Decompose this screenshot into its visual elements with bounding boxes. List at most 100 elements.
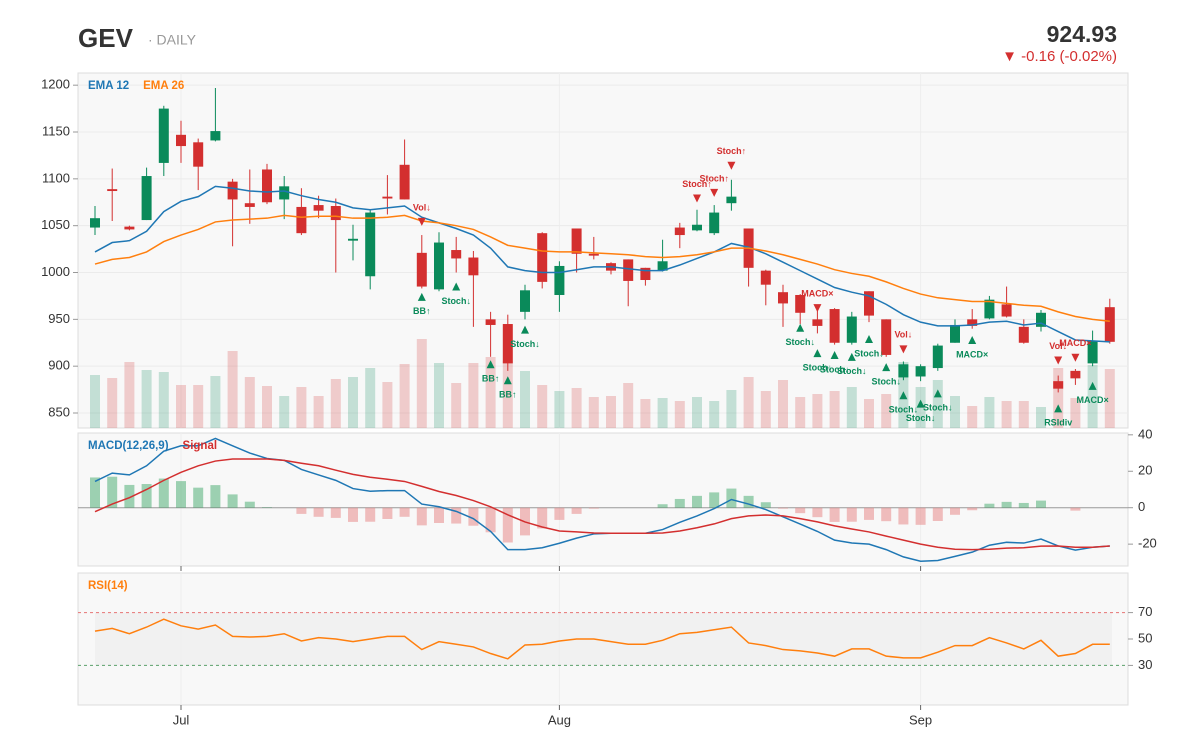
candle-body: [1018, 326, 1029, 343]
candle-body: [279, 186, 290, 200]
signal-label: Stoch↓: [837, 366, 867, 376]
histogram-bar: [330, 507, 341, 518]
volume-bar: [674, 401, 685, 428]
signal-marker: [1054, 404, 1063, 413]
candle-body: [864, 291, 874, 316]
volume-bar: [537, 385, 548, 428]
y-tick-label: 1000: [41, 264, 70, 279]
histogram-bar: [588, 507, 599, 509]
legend-entry: Signal: [183, 440, 218, 452]
signal-label: BB↑: [499, 390, 517, 400]
volume-bar: [1070, 398, 1081, 428]
volume-bar: [640, 399, 651, 428]
candle-body: [967, 319, 978, 326]
volume-bar: [571, 388, 582, 428]
candle-body: [1104, 307, 1115, 342]
volume-bar: [244, 377, 255, 428]
signal-marker: [882, 363, 891, 372]
histogram-bar: [657, 504, 668, 508]
y-tick-label: 70: [1138, 604, 1152, 619]
candle-body: [451, 250, 462, 259]
signal-marker: [899, 345, 908, 354]
candle-body: [950, 324, 960, 343]
histogram-bar: [571, 507, 582, 514]
x-tick-label: Jul: [173, 712, 190, 727]
histogram-bar: [864, 507, 874, 520]
y-tick-label: 30: [1138, 657, 1152, 672]
histogram-bar: [1036, 500, 1046, 508]
volume-bar: [399, 364, 410, 428]
histogram-bar: [726, 488, 737, 508]
candle-body: [296, 206, 307, 234]
signal-label: Stoch↓: [510, 339, 540, 349]
volume-bar: [967, 406, 978, 428]
histogram-bar: [244, 501, 255, 508]
candle-body: [502, 324, 513, 364]
candle-body: [571, 228, 582, 254]
legend-entry: EMA 26: [143, 80, 184, 92]
signal-label: Stoch↓: [906, 413, 936, 423]
volume-bar: [950, 396, 960, 428]
line: [94, 185, 1110, 343]
y-tick-label: 1150: [42, 123, 70, 138]
volume-bar: [141, 370, 152, 428]
y-tick-label: 20: [1138, 463, 1152, 478]
candle-body: [984, 299, 995, 319]
volume-bar: [829, 391, 840, 428]
candle-body: [932, 345, 943, 369]
volume-bar: [864, 399, 874, 428]
y-tick-label: -20: [1138, 536, 1157, 551]
signal-label: BB↑: [413, 306, 431, 316]
candle-body: [107, 189, 118, 192]
histogram-bar: [881, 507, 892, 522]
histogram-bar: [262, 507, 272, 508]
volume-bar: [984, 397, 995, 428]
signal-label: MACD×: [956, 349, 988, 359]
volume-bar: [657, 398, 668, 428]
volume-bar: [313, 396, 324, 428]
y-tick-label: 1200: [41, 77, 70, 92]
histogram-bar: [176, 481, 186, 508]
histogram-bar: [812, 507, 823, 518]
volume-bar: [382, 382, 393, 428]
candle-body: [210, 131, 221, 141]
histogram-bar: [674, 498, 685, 508]
histogram-bar: [1018, 502, 1029, 508]
candle-body: [915, 366, 926, 377]
signal-marker: [1088, 381, 1097, 390]
signal-label: Stoch↑: [717, 146, 747, 156]
histogram-bar: [1001, 501, 1012, 508]
price: 924.93: [1047, 21, 1117, 47]
histogram-bar: [915, 507, 926, 525]
volume-bar: [1001, 401, 1012, 428]
candle-body: [554, 265, 565, 295]
signal-label: Vol↓: [413, 202, 431, 212]
candle-body: [124, 226, 135, 230]
y-tick-label: 900: [48, 358, 70, 373]
signal-label: Stoch↓: [820, 364, 850, 374]
candle-body: [141, 176, 152, 221]
volume-bar: [1104, 369, 1115, 428]
volume-bar: [348, 377, 358, 428]
volume-bar: [330, 379, 341, 428]
volume-bar: [1087, 365, 1098, 428]
y-tick-label: 50: [1138, 630, 1152, 645]
histogram-bar: [434, 507, 444, 524]
histogram-bar: [416, 507, 427, 526]
candle-body: [158, 108, 169, 163]
candle-body: [399, 164, 410, 200]
candle-body: [657, 261, 668, 271]
signal-marker: [503, 376, 512, 385]
volume-bar: [588, 397, 599, 428]
histogram-bar: [468, 507, 479, 526]
volume-bar: [416, 339, 427, 428]
signal-label: Stoch↓: [803, 362, 833, 372]
signal-marker: [417, 217, 426, 226]
histogram-bar: [692, 495, 702, 508]
volume-bar: [623, 383, 634, 428]
histogram-bar: [365, 507, 376, 522]
change: ▼ -0.16 (-0.02%): [1002, 48, 1117, 65]
candle-body: [1036, 312, 1046, 327]
candle-body: [760, 270, 771, 285]
signal-marker: [847, 352, 856, 361]
